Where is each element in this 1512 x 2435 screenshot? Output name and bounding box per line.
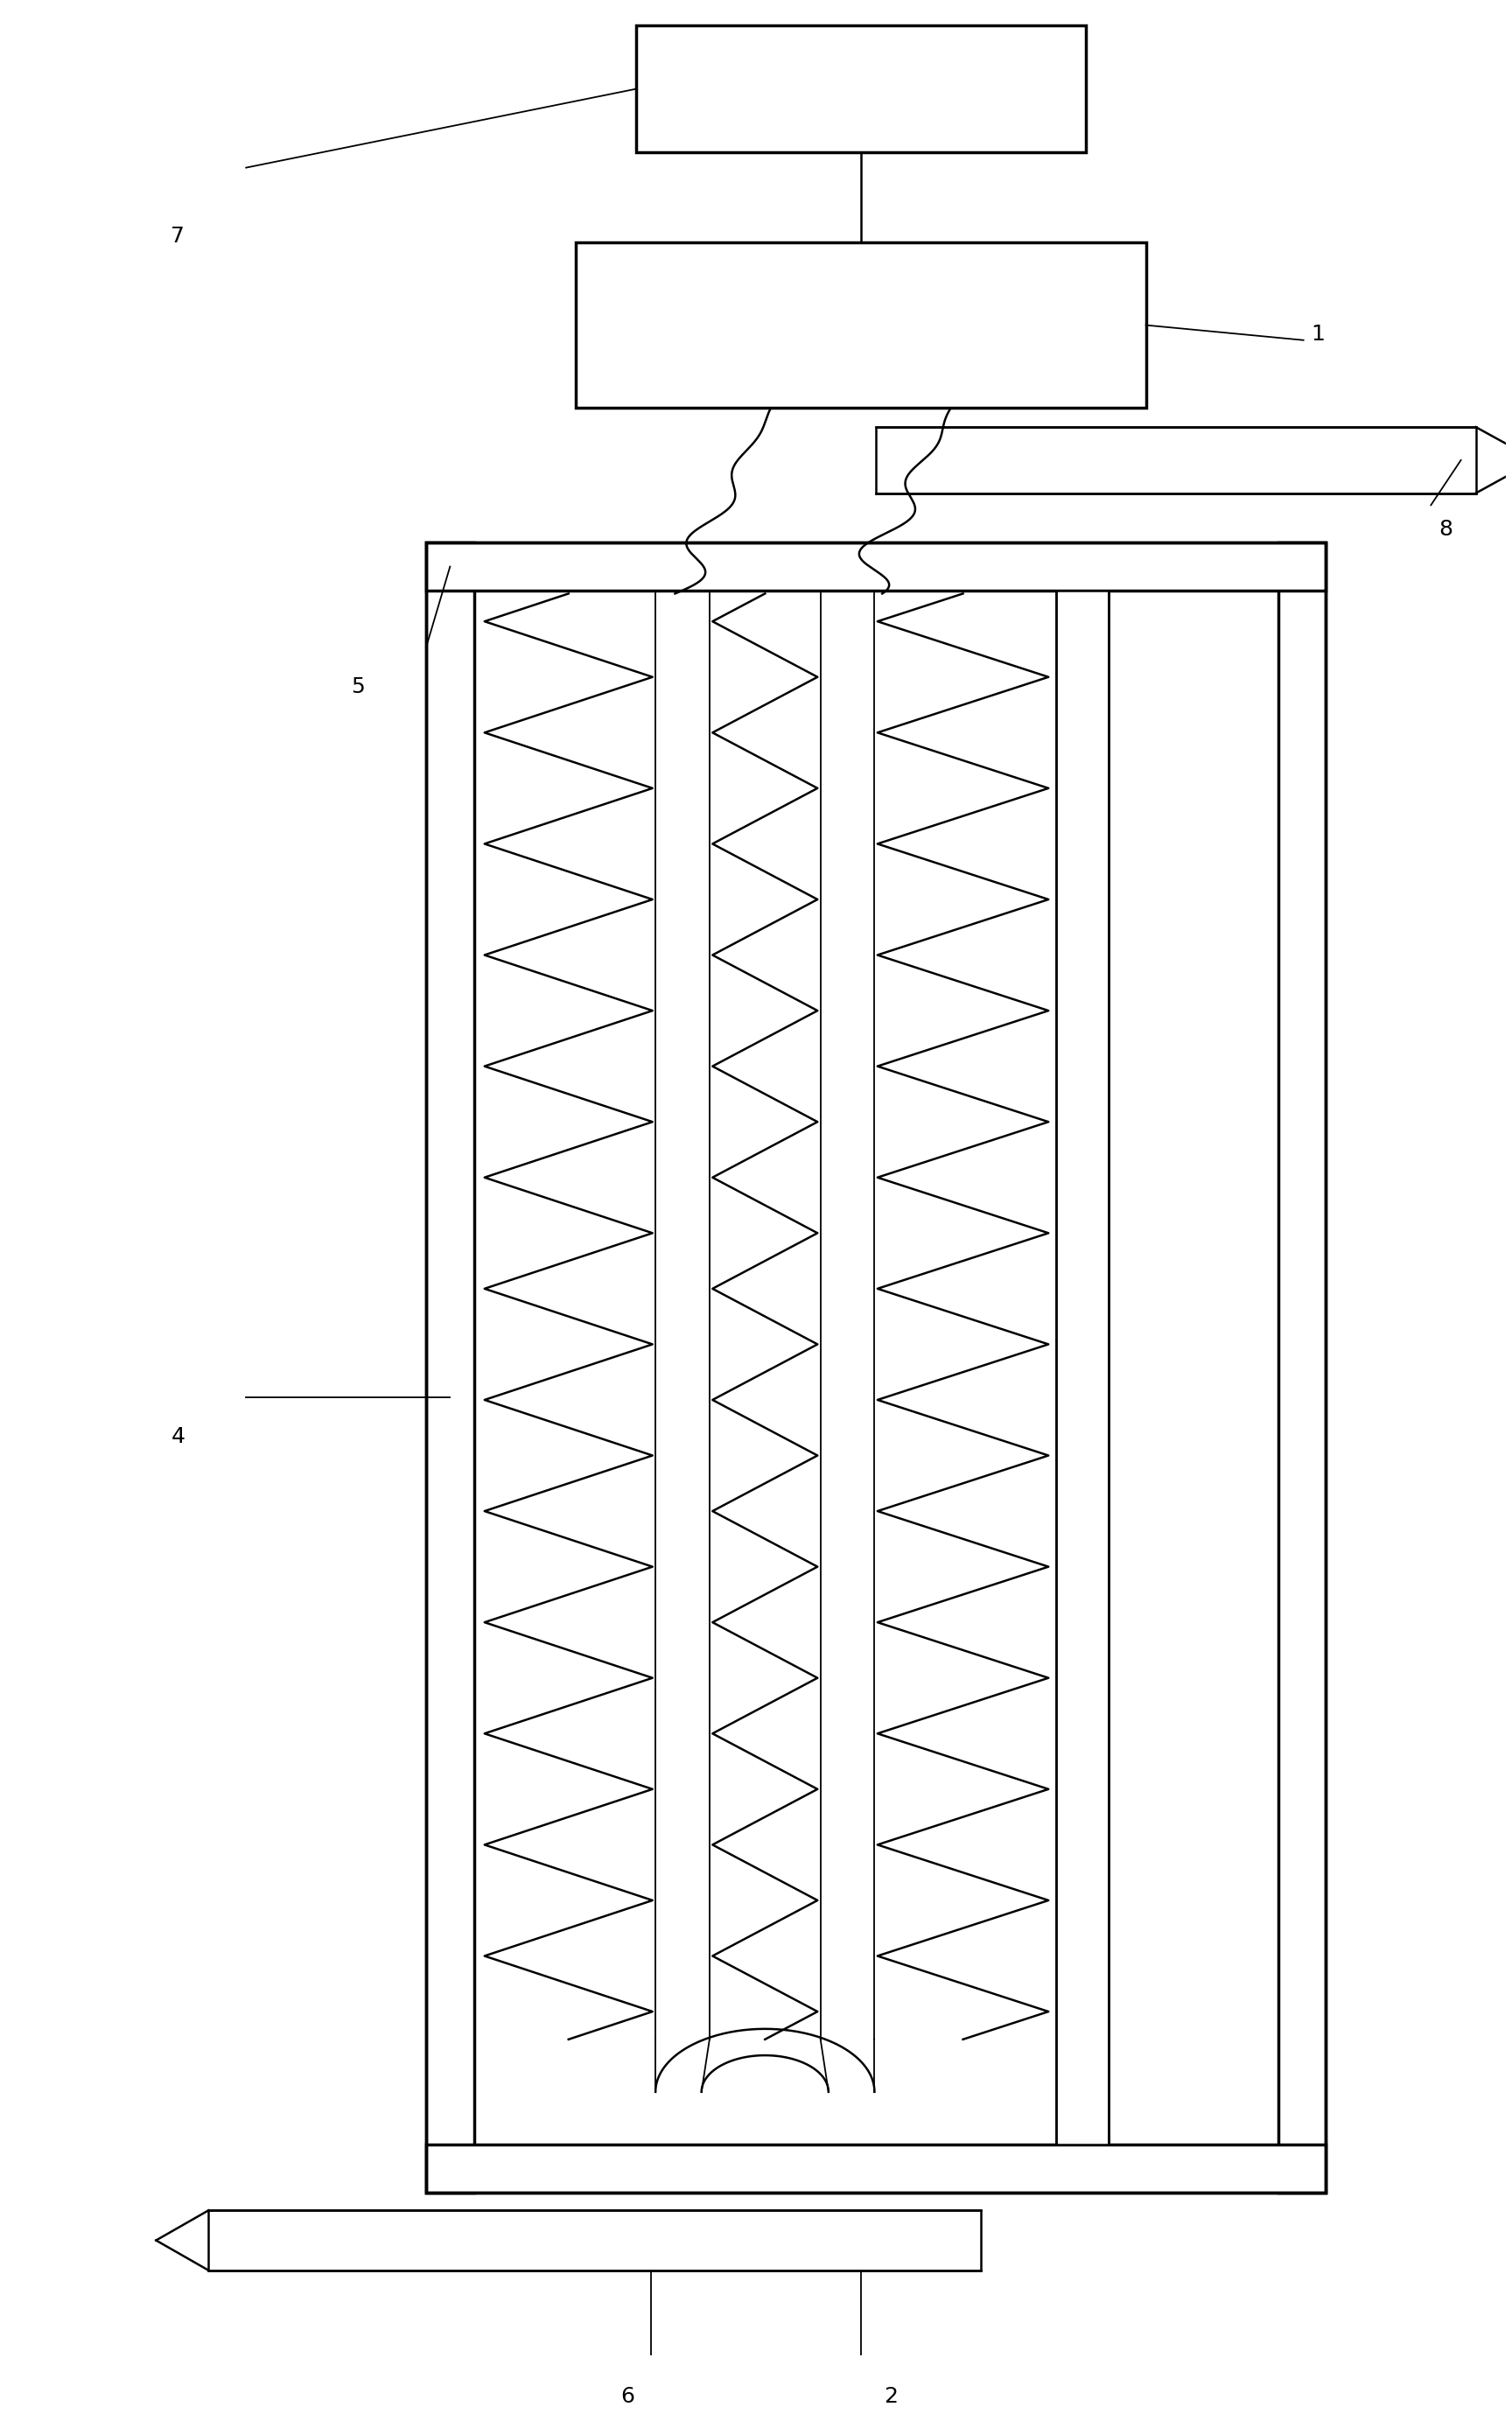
Text: 8: 8 bbox=[1438, 519, 1453, 541]
Bar bbox=[875, 426, 1476, 494]
Text: 7: 7 bbox=[171, 226, 184, 246]
Text: 1: 1 bbox=[1311, 324, 1325, 343]
Bar bbox=[426, 2145, 1326, 2192]
Bar bbox=[637, 24, 1086, 153]
Text: 6: 6 bbox=[621, 2386, 635, 2406]
Text: 4: 4 bbox=[171, 1427, 184, 1446]
Bar bbox=[426, 543, 475, 2192]
Bar bbox=[426, 2145, 1326, 2192]
Bar bbox=[1055, 592, 1108, 2145]
Bar bbox=[209, 2211, 981, 2269]
Bar bbox=[426, 543, 475, 2192]
Bar bbox=[875, 426, 1476, 494]
Bar bbox=[576, 244, 1146, 407]
Bar bbox=[426, 543, 1326, 592]
Text: 2: 2 bbox=[883, 2386, 898, 2406]
Bar bbox=[209, 2211, 981, 2269]
Bar bbox=[426, 543, 1326, 592]
Bar bbox=[426, 543, 1326, 2192]
Text: 5: 5 bbox=[351, 677, 364, 696]
Bar bbox=[1278, 543, 1326, 2192]
Bar bbox=[1055, 592, 1108, 2145]
Bar bbox=[1278, 543, 1326, 2192]
